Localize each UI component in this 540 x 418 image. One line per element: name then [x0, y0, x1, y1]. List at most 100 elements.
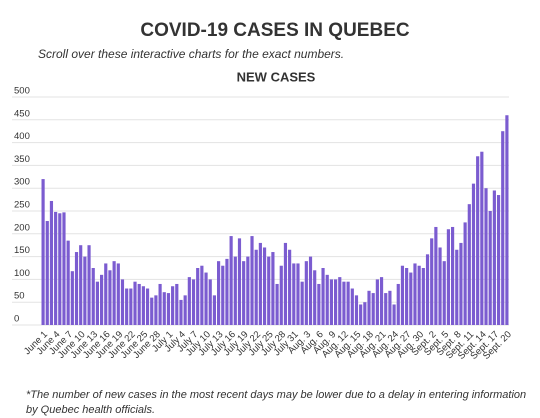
- bar: [49, 200, 54, 325]
- bar: [254, 249, 258, 325]
- bar: [321, 268, 325, 325]
- bar: [288, 249, 292, 325]
- bar: [488, 211, 492, 325]
- bar: [229, 236, 233, 325]
- bar: [83, 256, 87, 325]
- bar: [45, 221, 49, 325]
- bar: [338, 277, 342, 325]
- y-tick-label: 100: [14, 268, 30, 279]
- bar: [70, 271, 74, 325]
- y-tick-label: 200: [14, 222, 30, 233]
- bar: [41, 179, 45, 325]
- bar: [442, 261, 446, 325]
- bar: [400, 265, 405, 325]
- bar: [58, 213, 62, 325]
- y-tick-label: 500: [14, 86, 30, 97]
- bar: [350, 288, 354, 325]
- bar: [233, 256, 237, 325]
- bar: [346, 281, 350, 325]
- bar: [133, 281, 137, 325]
- bar: [375, 279, 379, 325]
- bar: [154, 295, 158, 325]
- bar: [455, 249, 459, 325]
- bar: [359, 304, 363, 325]
- bar: [271, 252, 275, 325]
- bar: [54, 211, 58, 325]
- panel-title: NEW CASES: [237, 69, 316, 84]
- bar: [296, 263, 300, 325]
- bar: [275, 283, 279, 325]
- chart-subtitle: Scroll over these interactive charts for…: [38, 47, 344, 61]
- bar: [446, 229, 450, 325]
- bar: [62, 212, 66, 325]
- y-tick-label: 450: [14, 108, 30, 119]
- bar: [250, 236, 254, 325]
- bar: [342, 281, 346, 325]
- bar: [150, 297, 154, 325]
- bar: [384, 293, 388, 325]
- bar: [129, 288, 133, 325]
- bar: [175, 283, 179, 325]
- bar: [242, 261, 246, 325]
- bar: [267, 256, 271, 325]
- bar: [308, 256, 313, 325]
- bar: [434, 226, 438, 325]
- bar: [208, 279, 212, 325]
- bar: [171, 286, 175, 325]
- bar: [141, 286, 145, 325]
- y-tick-label: 400: [14, 131, 30, 142]
- bar: [120, 279, 125, 325]
- bar: [505, 115, 509, 326]
- bar: [112, 261, 116, 325]
- bar: [217, 261, 221, 325]
- bar: [262, 247, 267, 325]
- bar: [137, 283, 141, 325]
- bar: [425, 254, 430, 325]
- bar: [283, 242, 288, 325]
- bar: [125, 288, 129, 325]
- bar: [91, 268, 95, 325]
- bar: [79, 245, 83, 325]
- bar: [74, 252, 79, 325]
- y-tick-label: 0: [14, 314, 19, 325]
- bar: [396, 283, 400, 325]
- bar: [476, 156, 480, 325]
- y-tick-label: 250: [14, 200, 30, 211]
- bar: [200, 265, 204, 325]
- bar: [66, 240, 70, 325]
- bar: [492, 190, 496, 325]
- bar: [501, 131, 505, 325]
- bar: [187, 277, 191, 325]
- bar: [317, 283, 321, 325]
- y-tick-label: 150: [14, 245, 30, 256]
- bar: [191, 279, 196, 325]
- bar: [292, 263, 296, 325]
- bar: [329, 279, 333, 325]
- bar: [95, 281, 99, 325]
- bar: [484, 188, 488, 325]
- bar: [258, 242, 262, 325]
- bar: [212, 295, 216, 325]
- bar: [496, 195, 501, 325]
- bar: [166, 293, 171, 325]
- bar: [145, 288, 150, 325]
- chart-title: COVID-19 CASES IN QUEBEC: [140, 20, 409, 41]
- bar: [246, 256, 250, 325]
- footnote: *The number of new cases in the most rec…: [26, 389, 527, 416]
- bar: [87, 245, 91, 325]
- bar: [162, 292, 166, 325]
- bar: [405, 268, 409, 325]
- bar: [116, 263, 120, 325]
- bar: [409, 272, 413, 325]
- bar: [104, 263, 108, 325]
- bar: [108, 270, 112, 325]
- bar: [417, 265, 421, 325]
- bar: [363, 302, 367, 325]
- bar: [480, 151, 484, 325]
- bar: [467, 204, 471, 325]
- bar: [451, 226, 455, 325]
- bar: [421, 268, 425, 325]
- bar: [388, 290, 392, 325]
- bar: [158, 283, 162, 325]
